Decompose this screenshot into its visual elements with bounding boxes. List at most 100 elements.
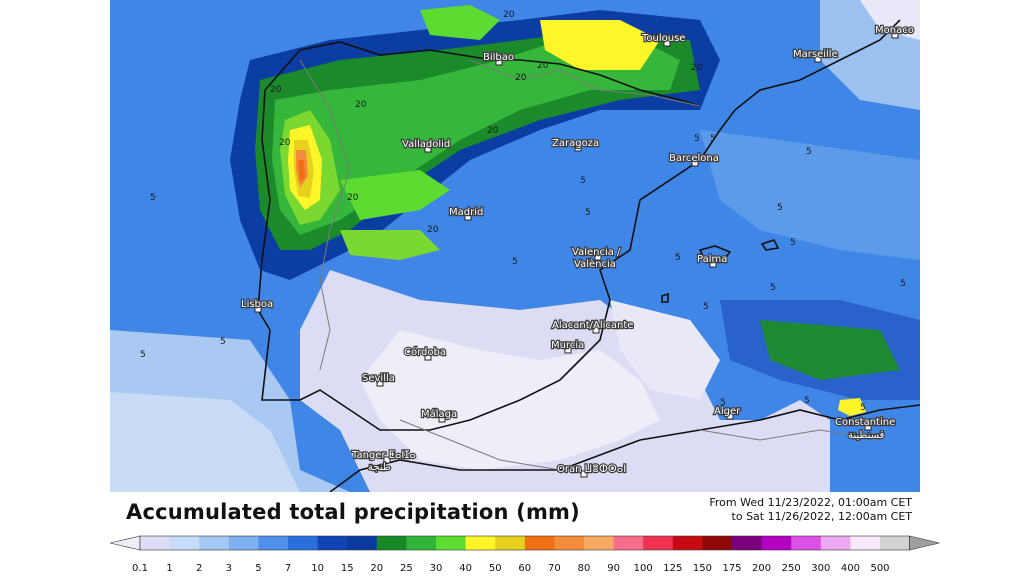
legend-swatch [376,536,407,550]
legend-swatch [761,536,792,550]
contour-label: 5 [790,238,796,248]
legend-tick-label: 300 [811,563,830,574]
city-label: Alacant/Alicante [552,320,633,331]
country-borders [299,59,881,471]
contour-label: 20 [427,225,439,235]
city-marker [464,213,472,221]
legend-tick-label: 0.1 [132,563,148,574]
contour-label: 20 [347,193,359,203]
contour-label: 5 [770,283,776,293]
legend-swatch [850,536,881,550]
contour-label: 5 [900,279,906,289]
coastlines [257,19,920,492]
city-marker [691,159,699,167]
contour-label: 20 [691,63,703,73]
city-label: Zaragoza [552,138,599,149]
city-label: Córdoba [404,346,446,358]
legend-frame [139,535,910,551]
legend-swatch [672,536,703,550]
city-marker [726,412,734,420]
contour-label: 20 [279,138,291,148]
city-marker [864,423,872,431]
contour-label: 5 [580,176,586,186]
legend-swatch [347,536,378,550]
contour-label: 5 [512,257,518,267]
legend-swatch [436,536,467,550]
map-title: Accumulated total precipitation (mm) [126,500,580,524]
city-label: Barcelona [669,153,719,164]
legend-overflow-arrow [909,535,940,551]
legend-swatch [317,536,348,550]
period-from: From Wed 11/23/2022, 01:00am CET [709,496,912,509]
legend-tick-label: 7 [285,563,291,574]
contour-label: 20 [515,73,527,83]
legend-swatch [406,536,437,550]
contour-label: 20 [270,85,282,95]
legend-tick-label: 90 [607,563,620,574]
contour-label: 5 [777,203,783,213]
city-label: Monaco [875,25,914,36]
legend-tick-label: 175 [722,563,741,574]
contour-label: 5 [804,396,810,406]
legend-swatch [465,536,496,550]
legend-swatch [613,536,644,550]
contour-label: 20 [487,126,499,136]
city-label: Sevilla [362,373,395,384]
city-marker [580,470,588,478]
legend-swatch [732,536,763,550]
contour-label: 5 [140,350,146,360]
legend-tick-label: 5 [255,563,261,574]
city-label: طنجة [368,462,391,473]
contour-label: 20 [503,10,515,20]
city-label: Marseille [793,49,838,60]
city-markers: Bilbao Toulouse Marseille Monaco Valladolid Z… [240,24,915,478]
contour-label: 5 [220,337,226,347]
city-label: Constantine [835,417,895,428]
legend-tick-label: 20 [370,563,383,574]
city-label: Toulouse [641,33,685,44]
legend-tick-label: 500 [870,563,889,574]
contour-label: 5 [703,302,709,312]
city-marker [376,379,384,387]
city-marker [891,31,899,39]
legend-tick-label: 70 [548,563,561,574]
city-label: Alger [714,406,741,417]
contour-label: 5 [675,253,681,263]
city-marker [594,253,602,261]
city-label: Tanger ⵟⴰⵏⵊⴰ [351,450,416,461]
contour-label: 5 [694,134,700,144]
legend-tick-label: 200 [752,563,771,574]
city-label: Madrid [449,207,483,218]
city-marker [814,55,822,63]
period-to: to Sat 11/26/2022, 12:00am CET [731,510,912,523]
precipitation-legend: 0.1 1 2 3 5 7 10 15 20 25 30 40 50 60 70 80 90 100 125 150 1… [109,535,940,574]
city-label: Málaga [421,408,457,420]
legend-swatch [820,536,851,550]
city-marker [592,326,600,334]
city-label: قسنطينة [848,430,885,441]
legend-swatch [584,536,615,550]
city-label: Bilbao [483,52,514,63]
contour-label: 5 [806,147,812,157]
legend-tick-label: 2 [196,563,202,574]
city-label: Murcia [551,340,584,351]
legend-swatch [228,536,259,550]
legend-tick-label: 100 [634,563,653,574]
city-marker [663,39,671,47]
legend-swatch [288,536,319,550]
time-period: From Wed 11/23/2022, 01:00am CET to Sat … [709,496,912,524]
city-marker [254,305,262,313]
legend-tick-label: 250 [782,563,801,574]
legend-tick-label: 50 [489,563,502,574]
city-marker [574,144,582,152]
contour-label: 20 [355,100,367,110]
city-marker [495,58,503,66]
city-label: Valencia / [572,247,621,258]
legend-tick-label: 80 [578,563,591,574]
legend-tick-label: 25 [400,563,413,574]
legend-swatch [702,536,733,550]
legend-swatch [169,536,200,550]
city-marker [438,415,446,423]
legend-swatch [140,536,171,550]
contour-label: 5 [150,193,156,203]
